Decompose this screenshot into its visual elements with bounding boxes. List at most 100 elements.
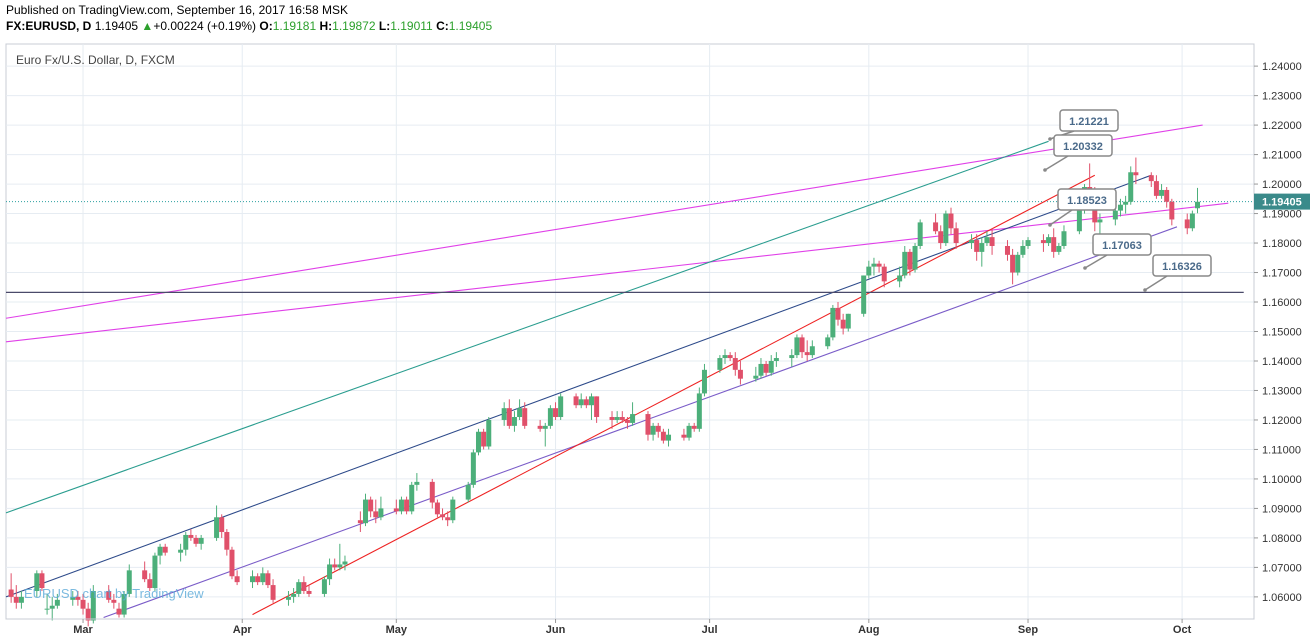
callout-pointer: [1084, 254, 1108, 269]
candle-body: [301, 582, 307, 591]
candle-body: [162, 546, 168, 553]
candle-body: [1051, 237, 1057, 252]
candle-body: [953, 228, 959, 244]
price-axis[interactable]: 1.24000 1.23000 1.22000 1.21000 1.20000 1.190…: [1254, 61, 1310, 604]
candle-body: [696, 393, 702, 429]
candle-body: [614, 417, 620, 420]
candle-body: [1159, 189, 1165, 196]
candle-body: [727, 355, 733, 359]
candle-body: [691, 425, 697, 429]
candle-body: [18, 596, 24, 603]
candle-body: [630, 414, 636, 423]
last-price: 1.19405: [94, 19, 139, 33]
candle-body: [342, 561, 348, 565]
candle-body: [234, 576, 240, 583]
candle-body: [840, 319, 846, 329]
callout-box: [1092, 233, 1152, 256]
candle-body: [861, 275, 867, 314]
y-tick-label: 1.21000: [1262, 150, 1302, 162]
candle-body: [809, 346, 815, 356]
header: Published on TradingView.com, September …: [6, 2, 492, 34]
candle-body: [363, 499, 369, 524]
candle-body: [13, 596, 19, 603]
candle-body: [845, 313, 851, 329]
candle-body: [368, 499, 374, 512]
candle-body: [1112, 210, 1118, 220]
candle-body: [450, 499, 456, 521]
last-price-badge: [1254, 193, 1310, 210]
candle-body: [34, 573, 40, 591]
candle-body: [291, 593, 297, 597]
candle-body: [1128, 172, 1134, 202]
candle-body: [1097, 219, 1103, 223]
candle-body: [70, 596, 76, 600]
y-tick-label: 1.08000: [1262, 533, 1302, 545]
candle-body: [152, 555, 158, 589]
x-tick-label: Sep: [1018, 624, 1038, 636]
open-label: O:: [259, 19, 273, 33]
change-value: +0.00224 (+0.19%): [153, 19, 257, 33]
callout-label: 1.21221: [1069, 116, 1109, 128]
candle-body: [650, 425, 656, 435]
candle-body: [1153, 181, 1159, 196]
candle-body: [866, 266, 872, 276]
up-arrow-icon: ▲: [141, 19, 154, 33]
trendlines: [5, 124, 1244, 619]
candle-body: [1010, 254, 1016, 273]
candle-body: [434, 502, 440, 515]
candle-body: [429, 481, 435, 503]
candle-body: [666, 434, 672, 441]
candle-body: [553, 408, 559, 418]
candle-body: [573, 396, 579, 406]
x-tick-label: Aug: [858, 624, 879, 636]
callout-box: [1152, 254, 1212, 277]
candle-body: [1189, 213, 1195, 229]
candle-body: [106, 590, 112, 600]
y-tick-label: 1.18000: [1262, 238, 1302, 250]
chart-title: Euro Fx/U.S. Dollar, D, FXCM: [16, 53, 175, 67]
last-price-badge-label: 1.19405: [1262, 197, 1302, 209]
candle-body: [111, 599, 117, 603]
candle-body: [979, 243, 985, 252]
candle-body: [475, 431, 481, 453]
candle-body: [1046, 237, 1052, 244]
candle-body: [296, 582, 302, 594]
candle-body: [414, 481, 420, 485]
candle-body: [404, 499, 410, 512]
candle-body: [912, 245, 918, 270]
candle-body: [794, 337, 800, 356]
candle-body: [39, 573, 45, 589]
candle-body: [835, 307, 841, 320]
candle-body: [511, 417, 517, 426]
candle-body: [501, 408, 507, 420]
candle-body: [938, 231, 944, 244]
candle-body: [183, 534, 189, 550]
candle-body: [984, 237, 990, 244]
close-value: 1.19405: [448, 19, 493, 33]
y-tick-label: 1.23000: [1262, 91, 1302, 103]
y-tick-label: 1.10000: [1262, 474, 1302, 486]
candle-body: [193, 537, 199, 544]
candle-body: [157, 546, 163, 556]
callout-anchor: [1143, 288, 1147, 292]
candle-body: [409, 484, 415, 512]
candle-body: [1076, 207, 1082, 232]
candle-body: [624, 419, 630, 423]
candle-body: [378, 508, 384, 518]
y-tick-label: 1.16000: [1262, 297, 1302, 309]
candle-body: [393, 508, 399, 512]
candle-body: [773, 358, 779, 361]
symbol-label: FX:EURUSD, D: [6, 19, 92, 33]
y-tick-label: 1.11000: [1262, 444, 1301, 456]
candle-body: [660, 431, 666, 441]
y-tick-label: 1.15000: [1262, 327, 1302, 339]
candle-body: [306, 590, 312, 594]
candle-body: [1025, 240, 1031, 246]
y-tick-label: 1.22000: [1262, 120, 1302, 132]
y-tick-label: 1.12000: [1262, 415, 1302, 427]
candle-body: [1056, 245, 1062, 252]
candle-body: [701, 369, 707, 394]
time-axis[interactable]: Mar Apr May Jun Jul Aug Sep Oct: [73, 619, 1192, 636]
candle-body: [250, 576, 256, 583]
